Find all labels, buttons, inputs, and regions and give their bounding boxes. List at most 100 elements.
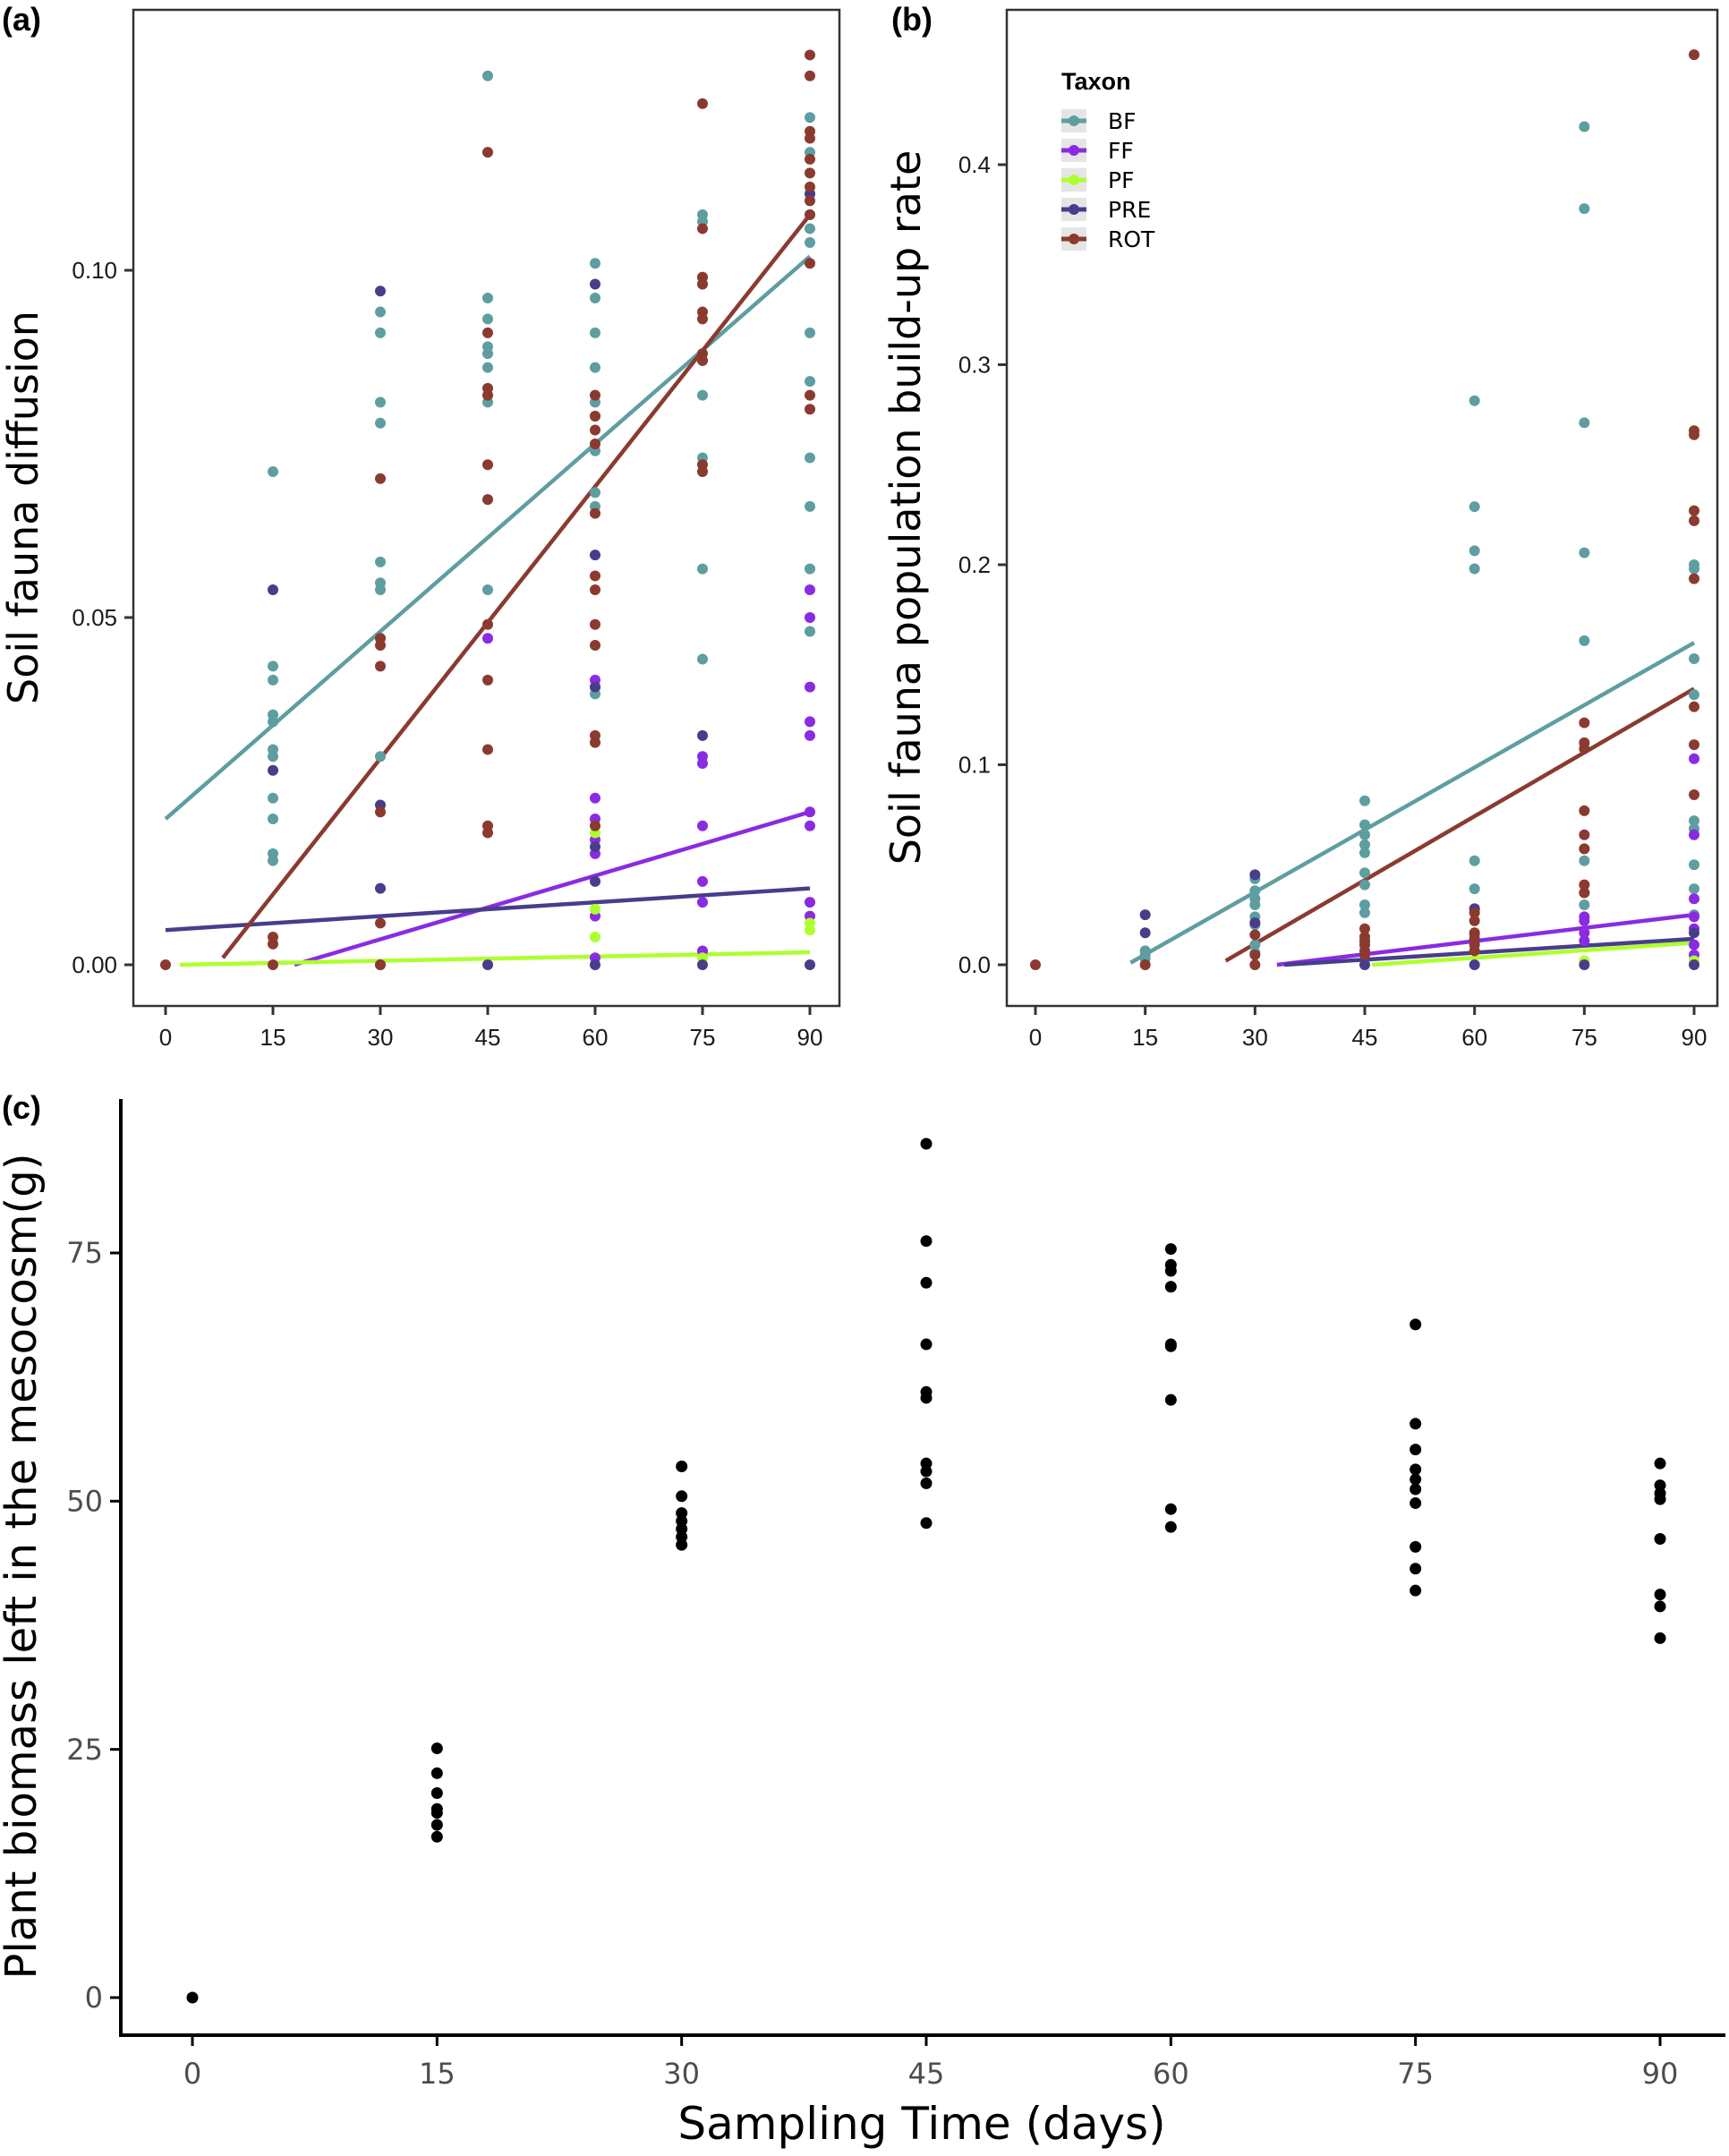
point-rot	[805, 167, 815, 179]
point-ff	[697, 897, 708, 908]
point-plant-biomass	[920, 1465, 933, 1478]
legend-label: PRE	[1108, 197, 1151, 223]
point-pre	[1579, 959, 1590, 970]
point-bf	[375, 751, 386, 763]
point-pf	[805, 917, 815, 929]
point-plant-biomass	[1410, 1473, 1422, 1486]
point-rot	[590, 820, 600, 831]
point-pre	[268, 584, 278, 595]
panel-c-y-axis: 0 25 50 75	[66, 1236, 121, 2015]
x-tick-label: 60	[583, 1024, 609, 1051]
point-bf	[1359, 839, 1370, 850]
point-bf	[1249, 885, 1261, 897]
x-tick-label: 30	[663, 2057, 700, 2091]
point-rot	[1249, 949, 1261, 960]
point-plant-biomass	[1410, 1318, 1422, 1331]
point-plant-biomass	[1410, 1497, 1422, 1510]
point-bf	[1689, 815, 1699, 827]
panel-a: 0 15 30 45 60 75 90 0.00 0.05 0.10 Soil fauna di…	[0, 8, 841, 1051]
point-pre	[1249, 869, 1261, 881]
point-rot	[805, 132, 815, 144]
panel-b-y-axis-title: Soil fauna population build-up rate	[882, 150, 930, 865]
legend-point-icon	[1069, 175, 1079, 185]
point-bf	[805, 112, 815, 124]
point-pre	[1139, 909, 1151, 921]
point-bf	[482, 313, 493, 325]
point-pre	[1469, 959, 1480, 970]
x-tick-label: 15	[1132, 1024, 1158, 1051]
panel-a-y-axis: 0.00 0.05 0.10	[72, 257, 133, 978]
point-plant-biomass	[920, 1392, 933, 1404]
point-rot	[482, 389, 493, 401]
point-bf	[1689, 653, 1699, 665]
point-rot	[1469, 945, 1480, 957]
point-pre	[805, 959, 815, 970]
point-plant-biomass	[1164, 1340, 1177, 1352]
point-rot	[1030, 959, 1041, 970]
panel-c-y-axis-title: Plant biomass left in the mesocosm(g)	[0, 1154, 47, 1980]
point-ff	[805, 681, 815, 693]
panel-a-plot-frame	[132, 8, 841, 1008]
point-plant-biomass	[1164, 1521, 1177, 1533]
legend-item-rot: ROT	[1061, 226, 1155, 252]
y-tick-label: 0.4	[958, 151, 991, 178]
point-bf	[1689, 859, 1699, 871]
point-rot	[697, 98, 708, 109]
x-tick-label: 15	[419, 2057, 456, 2091]
legend-point-icon	[1069, 115, 1079, 126]
point-bf	[1359, 879, 1370, 891]
point-bf	[590, 362, 600, 373]
point-bf	[697, 389, 708, 401]
point-rot	[268, 938, 278, 950]
x-tick-label: 0	[183, 2057, 201, 2091]
panel-a-label: (a)	[2, 1, 41, 38]
point-plant-biomass	[676, 1538, 688, 1551]
point-rot	[375, 917, 386, 929]
point-rot	[1579, 829, 1590, 840]
point-bf	[375, 306, 386, 318]
point-rot	[1689, 515, 1699, 526]
point-rot	[1579, 743, 1590, 754]
point-rot	[590, 439, 600, 449]
point-rot	[1579, 843, 1590, 855]
point-bf	[1469, 395, 1480, 406]
point-plant-biomass	[920, 1235, 933, 1248]
x-tick-label: 75	[1571, 1024, 1597, 1051]
point-pre	[268, 764, 278, 776]
point-rot	[482, 674, 493, 686]
point-rot	[805, 70, 815, 81]
point-rot	[590, 584, 600, 595]
point-bf	[1359, 829, 1370, 840]
point-plant-biomass	[1410, 1563, 1422, 1575]
point-pre	[482, 959, 493, 970]
point-ff	[805, 820, 815, 831]
panel-b-plot-frame	[1005, 8, 1719, 1008]
point-rot	[1689, 429, 1699, 440]
panel-a-y-axis-title: Soil fauna diffusion	[0, 311, 47, 704]
point-rot	[1469, 907, 1480, 918]
x-tick-label: 45	[475, 1024, 501, 1051]
point-rot	[805, 404, 815, 415]
point-bf	[1359, 899, 1370, 910]
point-pf	[590, 931, 600, 942]
point-bf	[1689, 883, 1699, 895]
point-ff	[1579, 927, 1590, 939]
point-plant-biomass	[1164, 1265, 1177, 1277]
point-bf	[375, 327, 386, 338]
point-plant-biomass	[920, 1138, 933, 1150]
point-bf	[1469, 563, 1480, 575]
legend-label: PF	[1108, 167, 1134, 193]
point-ff	[1689, 893, 1699, 905]
legend: Taxon BF FF PF PRE ROT	[1061, 68, 1155, 252]
x-tick-label: 75	[1397, 2057, 1434, 2091]
point-pre	[697, 729, 708, 741]
point-rot	[805, 181, 815, 192]
x-tick-label: 0	[159, 1024, 172, 1051]
x-tick-label: 0	[1029, 1024, 1042, 1051]
point-rot	[375, 473, 386, 484]
point-ff	[1689, 753, 1699, 764]
point-bf	[805, 223, 815, 234]
point-plant-biomass	[676, 1490, 688, 1503]
point-rot	[268, 959, 278, 970]
